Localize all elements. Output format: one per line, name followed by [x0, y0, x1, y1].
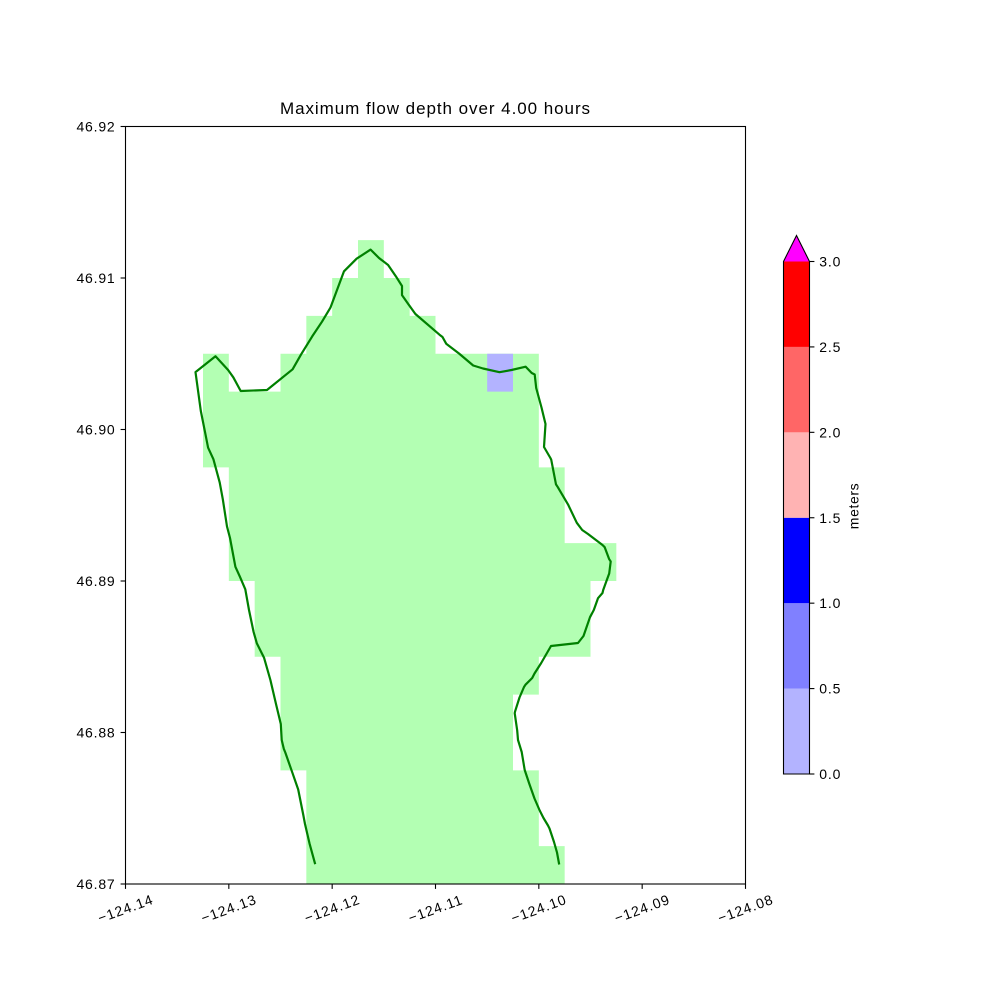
svg-text:46.91: 46.91: [76, 270, 115, 286]
svg-text:−124.14: −124.14: [96, 891, 156, 926]
svg-text:meters: meters: [846, 483, 862, 529]
svg-text:46.89: 46.89: [76, 573, 115, 589]
svg-text:−124.09: −124.09: [612, 891, 672, 926]
svg-text:−124.11: −124.11: [406, 891, 465, 926]
svg-text:−124.12: −124.12: [302, 891, 362, 926]
svg-text:3.0: 3.0: [819, 254, 841, 270]
svg-text:Maximum flow depth over 4.00 h: Maximum flow depth over 4.00 hours: [280, 99, 591, 118]
svg-text:−124.08: −124.08: [716, 891, 776, 926]
svg-text:2.0: 2.0: [819, 424, 841, 440]
svg-text:46.90: 46.90: [76, 422, 115, 438]
svg-text:−124.13: −124.13: [199, 891, 259, 926]
svg-text:1.5: 1.5: [819, 510, 841, 526]
svg-text:46.92: 46.92: [76, 119, 115, 135]
svg-text:1.0: 1.0: [819, 595, 841, 611]
svg-text:0.0: 0.0: [819, 766, 841, 782]
svg-text:2.5: 2.5: [819, 339, 841, 355]
svg-text:46.87: 46.87: [76, 876, 115, 892]
svg-text:−124.10: −124.10: [509, 891, 569, 926]
svg-text:0.5: 0.5: [819, 681, 841, 697]
svg-text:46.88: 46.88: [76, 725, 115, 741]
